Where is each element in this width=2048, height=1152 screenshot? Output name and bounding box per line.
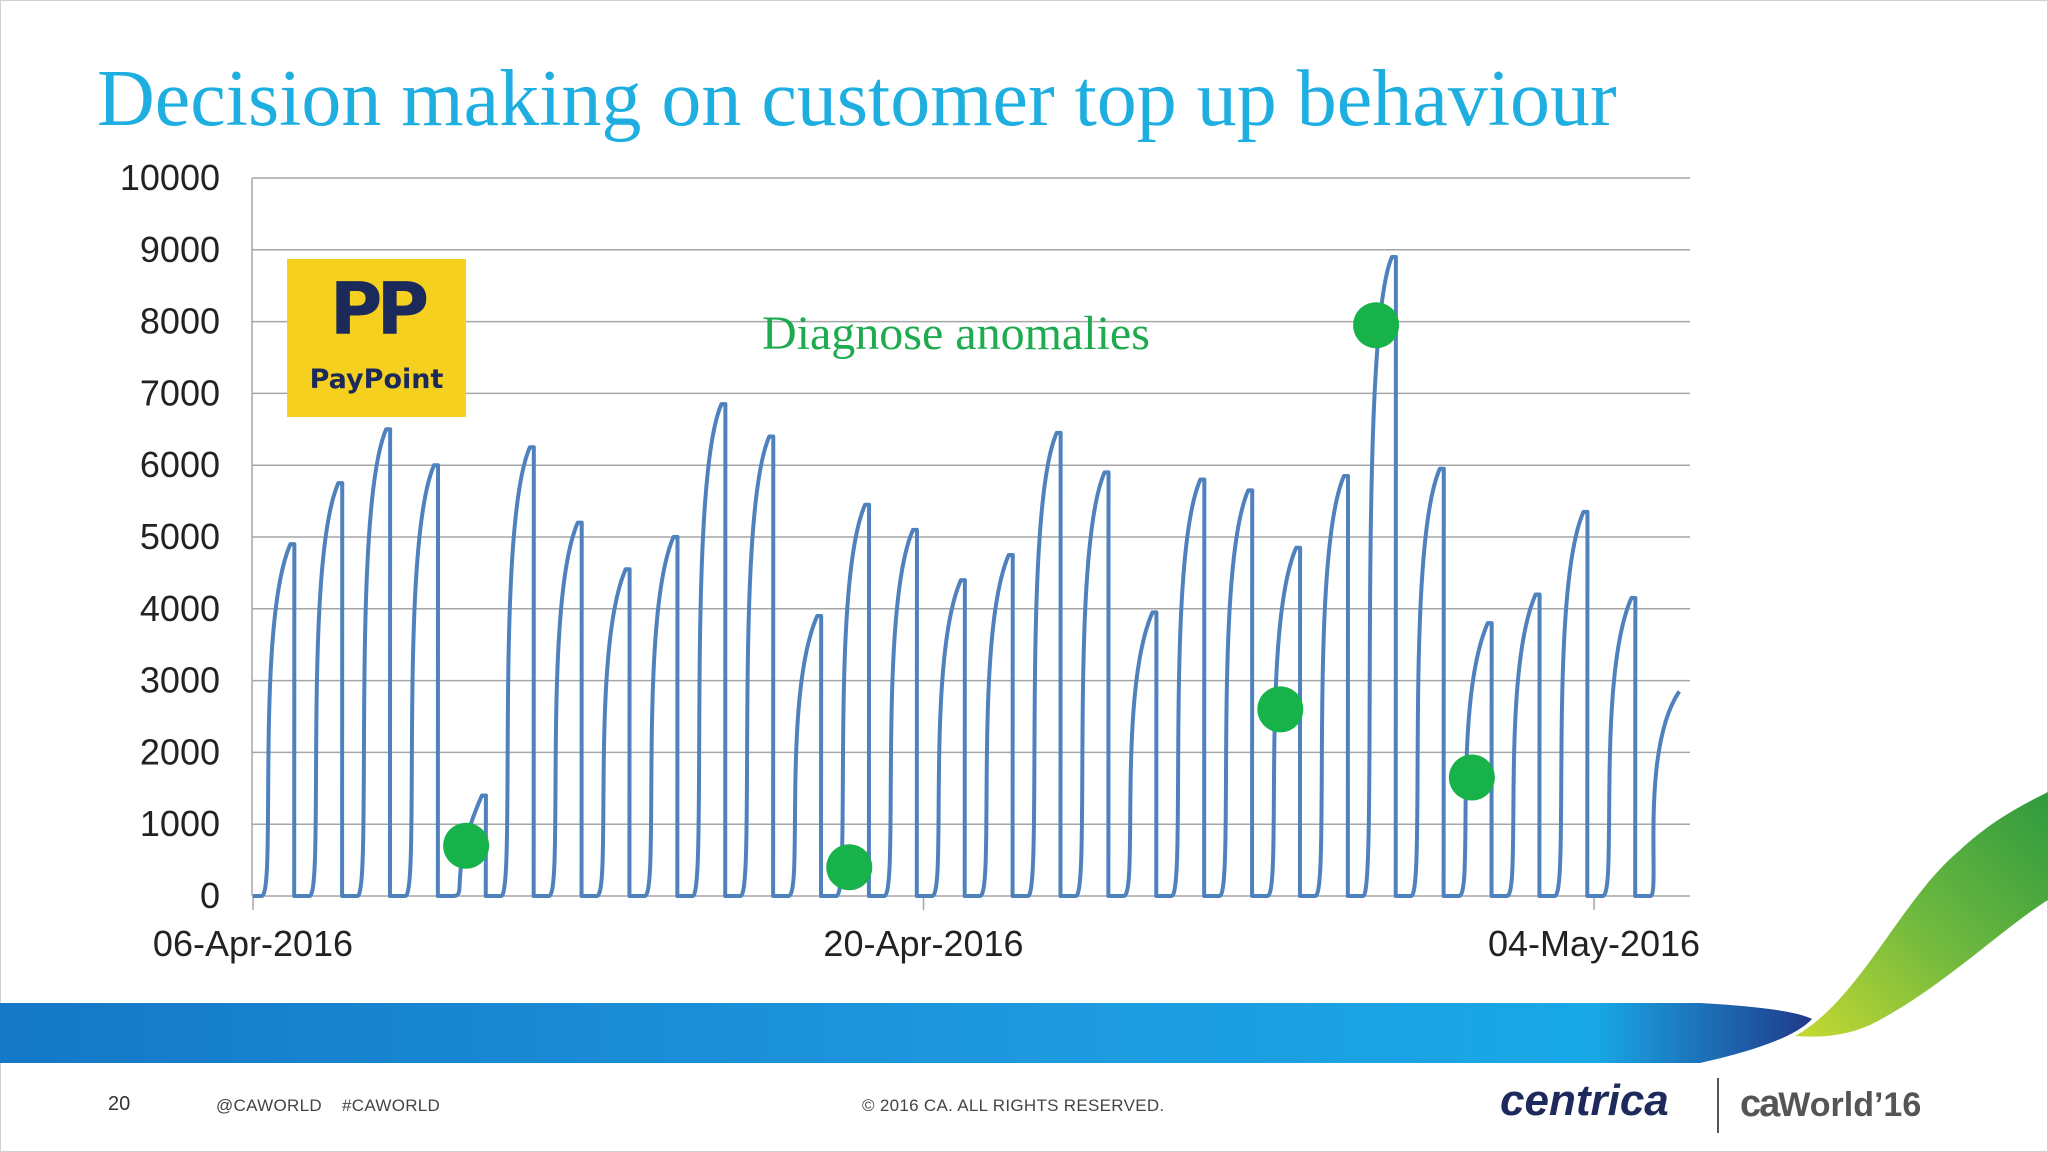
y-tick-label: 7000 — [140, 372, 220, 413]
line-chart: 0 1000 2000 3000 4000 5000 6000 7000 8000 9000 100… — [120, 157, 1700, 964]
anomaly-marker — [1353, 302, 1400, 349]
x-tick-label: 06-Apr-2016 — [153, 923, 353, 964]
paypoint-mark: PP — [329, 267, 430, 351]
footer-social-tags: @CAWORLD #CAWORLD — [216, 1096, 441, 1115]
logo-divider — [1717, 1078, 1719, 1133]
page-number: 20 — [108, 1093, 131, 1115]
caworld-logo: caWorld’16 — [1740, 1083, 1921, 1126]
anomaly-marker — [1257, 686, 1304, 733]
anomaly-annotation: Diagnose anomalies — [762, 307, 1150, 360]
y-tick-label: 1000 — [140, 803, 220, 844]
y-tick-label: 4000 — [140, 588, 220, 629]
footer-copyright: © 2016 CA. ALL RIGHTS RESERVED. — [862, 1096, 1165, 1115]
x-tick-label: 04-May-2016 — [1488, 923, 1700, 964]
anomaly-marker — [443, 822, 490, 869]
y-tick-label: 2000 — [140, 731, 220, 772]
caworld-logo-ca: ca — [1740, 1083, 1780, 1125]
y-tick-label: 8000 — [140, 301, 220, 342]
y-tick-label: 9000 — [140, 229, 220, 270]
y-tick-label: 3000 — [140, 660, 220, 701]
paypoint-name: PayPoint — [309, 364, 444, 395]
y-tick-label: 5000 — [140, 516, 220, 557]
slide-title: Decision making on customer top up behav… — [97, 55, 1617, 143]
x-tick-label: 20-Apr-2016 — [823, 923, 1023, 964]
centrica-logo: centrica — [1500, 1076, 1669, 1125]
y-tick-label: 0 — [200, 875, 220, 916]
anomaly-marker — [826, 844, 873, 891]
anomaly-marker — [1448, 754, 1495, 801]
y-tick-label: 6000 — [140, 444, 220, 485]
y-tick-label: 10000 — [120, 157, 220, 198]
paypoint-logo: PP PayPoint — [287, 259, 466, 417]
series-line — [253, 254, 1681, 898]
caworld-logo-text: World’16 — [1778, 1086, 1922, 1124]
footer-band — [0, 1003, 1830, 1063]
footer-band-graphic — [0, 1003, 1812, 1063]
